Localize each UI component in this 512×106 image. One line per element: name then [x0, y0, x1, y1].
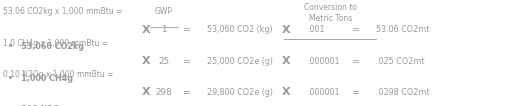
Text: X: X [282, 56, 290, 66]
Text: 53,060 CO2 (kg): 53,060 CO2 (kg) [207, 25, 273, 34]
Text: •   53,060 CO2kg: • 53,060 CO2kg [8, 42, 83, 51]
Text: X: X [142, 25, 150, 35]
Text: 29,800 CO2e (g): 29,800 CO2e (g) [207, 88, 273, 97]
Text: 25: 25 [158, 57, 169, 66]
Text: =: = [352, 88, 360, 97]
Text: =: = [183, 88, 191, 97]
Text: 25,000 CO2e (g): 25,000 CO2e (g) [207, 57, 273, 66]
Text: •   1,000 CH4g: • 1,000 CH4g [8, 74, 73, 83]
Text: GWP: GWP [155, 7, 173, 16]
Text: .0298 CO2mt: .0298 CO2mt [376, 88, 430, 97]
Text: X: X [142, 87, 150, 97]
Text: .025 CO2mt: .025 CO2mt [376, 57, 425, 66]
Text: X: X [282, 87, 290, 97]
Text: Conversion to
Metric Tons: Conversion to Metric Tons [304, 3, 357, 23]
Text: 0.10 N2Og x 1,000 mmBtu =: 0.10 N2Og x 1,000 mmBtu = [3, 70, 113, 79]
Text: 298: 298 [156, 88, 172, 97]
Text: X: X [282, 25, 290, 35]
Text: .000001: .000001 [307, 57, 339, 66]
Text: X: X [142, 56, 150, 66]
Text: =: = [352, 25, 360, 34]
Text: .001: .001 [307, 25, 325, 34]
Text: 1.0 CH4g x 1,000 mmBtu =: 1.0 CH4g x 1,000 mmBtu = [3, 39, 108, 48]
Text: 1: 1 [161, 25, 166, 34]
Text: =: = [183, 57, 191, 66]
Text: =: = [183, 25, 191, 34]
Text: 53.06 CO2mt: 53.06 CO2mt [376, 25, 430, 34]
Text: =: = [352, 57, 360, 66]
Text: 53.06 CO2kg x 1,000 mmBtu =: 53.06 CO2kg x 1,000 mmBtu = [3, 7, 122, 16]
Text: .000001: .000001 [307, 88, 339, 97]
Text: •   100 N2Og: • 100 N2Og [8, 105, 65, 106]
